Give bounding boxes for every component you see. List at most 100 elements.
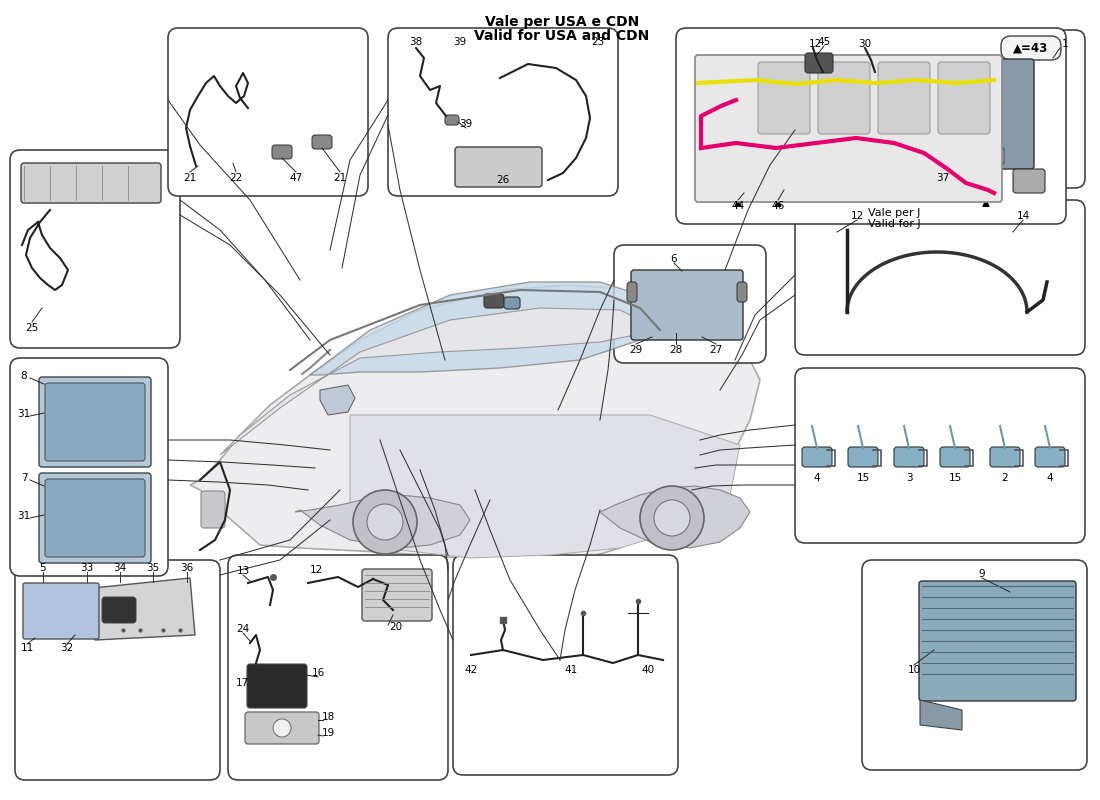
FancyBboxPatch shape: [45, 479, 145, 557]
Text: 28: 28: [670, 345, 683, 355]
Circle shape: [654, 500, 690, 536]
FancyBboxPatch shape: [818, 62, 870, 134]
Text: 22: 22: [230, 173, 243, 183]
FancyBboxPatch shape: [248, 664, 307, 708]
Text: 29: 29: [629, 345, 642, 355]
Text: 42: 42: [464, 665, 477, 675]
Text: 21: 21: [184, 173, 197, 183]
Circle shape: [640, 486, 704, 550]
FancyBboxPatch shape: [312, 135, 332, 149]
Text: 12: 12: [808, 39, 822, 49]
Text: 47: 47: [289, 173, 302, 183]
Text: 17: 17: [235, 678, 249, 688]
FancyBboxPatch shape: [455, 147, 542, 187]
Polygon shape: [94, 578, 195, 640]
Circle shape: [273, 719, 292, 737]
FancyBboxPatch shape: [272, 145, 292, 159]
FancyBboxPatch shape: [940, 447, 970, 467]
Text: 10: 10: [908, 665, 921, 675]
Text: 15: 15: [948, 473, 961, 483]
Text: 5: 5: [40, 563, 46, 573]
Text: 2: 2: [1002, 473, 1009, 483]
FancyBboxPatch shape: [10, 150, 180, 348]
FancyBboxPatch shape: [201, 491, 225, 528]
FancyBboxPatch shape: [758, 62, 810, 134]
FancyBboxPatch shape: [910, 147, 936, 165]
Text: Vale per J: Vale per J: [868, 208, 921, 218]
Text: 27: 27: [710, 345, 723, 355]
FancyBboxPatch shape: [942, 147, 968, 165]
FancyBboxPatch shape: [878, 147, 904, 165]
FancyBboxPatch shape: [795, 30, 1085, 188]
FancyBboxPatch shape: [990, 447, 1020, 467]
Polygon shape: [920, 700, 962, 730]
FancyBboxPatch shape: [627, 282, 637, 302]
Text: 14: 14: [1016, 211, 1030, 221]
Text: 6: 6: [671, 254, 678, 264]
Text: 26: 26: [496, 175, 509, 185]
Text: ▲=43: ▲=43: [1013, 42, 1048, 54]
Text: 30: 30: [858, 39, 871, 49]
FancyBboxPatch shape: [245, 712, 319, 744]
Text: Valid for USA and CDN: Valid for USA and CDN: [474, 29, 650, 43]
FancyBboxPatch shape: [676, 28, 1066, 224]
Text: 16: 16: [311, 668, 324, 678]
FancyBboxPatch shape: [388, 28, 618, 196]
FancyBboxPatch shape: [45, 383, 145, 461]
Text: 36: 36: [180, 563, 194, 573]
Text: 25: 25: [25, 323, 39, 333]
Polygon shape: [320, 385, 355, 415]
Text: 15: 15: [857, 473, 870, 483]
Text: 19: 19: [321, 728, 334, 738]
Text: 35: 35: [146, 563, 160, 573]
FancyBboxPatch shape: [938, 62, 990, 134]
Text: 18: 18: [321, 712, 334, 722]
FancyBboxPatch shape: [1035, 447, 1065, 467]
Text: 4: 4: [814, 473, 821, 483]
FancyBboxPatch shape: [802, 447, 832, 467]
Text: 33: 33: [80, 563, 94, 573]
Polygon shape: [310, 282, 650, 375]
FancyBboxPatch shape: [484, 294, 504, 308]
Text: 32: 32: [60, 643, 74, 653]
Text: Valid for J: Valid for J: [868, 219, 921, 229]
Circle shape: [367, 504, 403, 540]
FancyBboxPatch shape: [795, 200, 1085, 355]
Text: 40: 40: [641, 665, 654, 675]
FancyBboxPatch shape: [362, 569, 432, 621]
Text: 7: 7: [21, 473, 28, 483]
Text: 37: 37: [936, 173, 949, 183]
Text: 4: 4: [1047, 473, 1054, 483]
FancyBboxPatch shape: [631, 270, 743, 340]
FancyBboxPatch shape: [834, 57, 880, 171]
Text: 11: 11: [21, 643, 34, 653]
FancyBboxPatch shape: [1001, 36, 1062, 60]
Text: 3: 3: [905, 473, 912, 483]
FancyBboxPatch shape: [21, 163, 161, 203]
FancyBboxPatch shape: [228, 555, 448, 780]
Text: 34: 34: [113, 563, 127, 573]
Text: 31: 31: [18, 511, 31, 521]
FancyBboxPatch shape: [862, 560, 1087, 770]
Text: 1: 1: [1062, 39, 1068, 49]
FancyBboxPatch shape: [168, 28, 368, 196]
Text: 44: 44: [732, 201, 745, 211]
FancyBboxPatch shape: [23, 583, 99, 639]
Polygon shape: [600, 486, 750, 548]
FancyBboxPatch shape: [614, 245, 766, 363]
Text: © chassis for purchase 1490: © chassis for purchase 1490: [270, 420, 591, 440]
FancyBboxPatch shape: [1013, 169, 1045, 193]
FancyBboxPatch shape: [874, 59, 1034, 169]
Text: 8: 8: [21, 371, 28, 381]
Text: 23: 23: [592, 37, 605, 47]
FancyBboxPatch shape: [695, 55, 1002, 202]
FancyBboxPatch shape: [39, 377, 151, 467]
FancyBboxPatch shape: [805, 53, 833, 73]
FancyBboxPatch shape: [737, 282, 747, 302]
Polygon shape: [220, 308, 660, 455]
Text: 31: 31: [18, 409, 31, 419]
Polygon shape: [295, 495, 470, 548]
Text: Vale per USA e CDN: Vale per USA e CDN: [485, 15, 639, 29]
FancyBboxPatch shape: [918, 581, 1076, 701]
FancyBboxPatch shape: [795, 368, 1085, 543]
